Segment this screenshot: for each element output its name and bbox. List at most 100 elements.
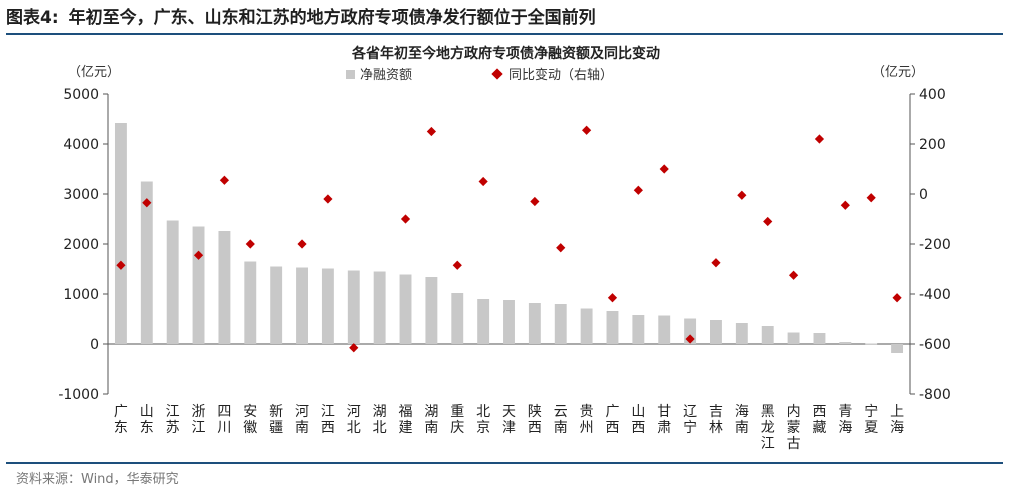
bars-layer	[114, 123, 904, 353]
x-label-青海: 青海	[838, 404, 852, 436]
right-tick-label: -400	[919, 287, 951, 303]
x-label-湖北: 湖北	[373, 404, 387, 436]
bar-云南	[554, 304, 567, 344]
bar-河北	[347, 270, 360, 344]
right-axis-unit: （亿元）	[872, 65, 924, 80]
point-山西	[633, 185, 643, 195]
point-辽宁	[685, 334, 695, 344]
point-贵州	[582, 125, 592, 135]
legend-label-scatter: 同比变动（右轴）	[509, 67, 613, 83]
x-label-陕西: 陕西	[528, 404, 542, 436]
bar-天津	[503, 300, 515, 344]
x-label-江苏: 江苏	[166, 404, 180, 436]
right-tick-label: 400	[919, 87, 946, 103]
point-江西	[323, 194, 333, 204]
right-tick-label: 0	[919, 187, 928, 203]
point-宁夏	[866, 193, 876, 203]
bar-西藏	[813, 333, 826, 344]
point-西藏	[814, 134, 825, 144]
bar-贵州	[580, 308, 593, 344]
bottom-rule	[6, 462, 1003, 464]
x-label-甘肃: 甘肃	[657, 404, 671, 436]
point-河北	[349, 343, 359, 353]
source-note: 资料来源：Wind，华泰研究	[16, 472, 179, 487]
x-label-安徽: 安徽	[243, 404, 257, 436]
bar-河南	[296, 267, 308, 344]
legend-swatch-bar	[346, 70, 355, 79]
point-重庆	[452, 260, 462, 270]
left-tick-label: 0	[90, 337, 99, 353]
figure-title-text: 年初至今，广东、山东和江苏的地方政府专项债净发行额位于全国前列	[68, 8, 596, 28]
x-label-内蒙古: 内蒙古	[787, 404, 801, 452]
points-layer	[116, 125, 902, 353]
legend-label-bar: 净融资额	[360, 68, 412, 83]
x-label-上海: 上海	[890, 404, 904, 436]
x-label-江西: 江西	[321, 404, 335, 436]
x-label-河北: 河北	[347, 404, 361, 436]
x-label-辽宁: 辽宁	[683, 404, 697, 436]
right-tick-label: -800	[919, 387, 951, 403]
point-海南	[737, 190, 747, 200]
point-陕西	[530, 196, 540, 207]
axes: 500040003000200010000-10004002000-200-40…	[58, 87, 950, 403]
bar-浙江	[192, 226, 205, 344]
x-label-山西: 山西	[631, 404, 645, 436]
bar-山西	[632, 315, 645, 344]
x-label-浙江: 浙江	[192, 404, 206, 436]
x-label-四川: 四川	[217, 404, 231, 436]
bar-福建	[399, 274, 412, 344]
legend: 净融资额 同比变动（右轴）	[346, 67, 613, 83]
bar-江苏	[166, 220, 179, 344]
right-tick-label: 200	[919, 137, 946, 153]
chart-title: 各省年初至今地方政府专项债净融资额及同比变动	[351, 45, 660, 62]
left-tick-label: 1000	[63, 287, 99, 303]
x-label-云南: 云南	[554, 404, 568, 436]
x-label-河南: 河南	[295, 404, 309, 436]
x-label-西藏: 西藏	[812, 404, 826, 436]
point-浙江	[193, 250, 204, 260]
left-tick-label: -1000	[58, 387, 99, 403]
x-label-黑龙江: 黑龙江	[761, 404, 775, 452]
bar-黑龙江	[761, 326, 774, 344]
bar-山东	[140, 181, 153, 344]
point-吉林	[711, 258, 721, 268]
left-tick-label: 2000	[63, 237, 99, 253]
point-河南	[297, 239, 307, 249]
bar-安徽	[244, 261, 257, 344]
point-四川	[219, 175, 230, 185]
x-label-广东: 广东	[114, 404, 128, 436]
bar-海南	[735, 323, 748, 344]
x-label-福建: 福建	[399, 404, 413, 436]
x-label-广西: 广西	[605, 404, 619, 436]
point-广东	[116, 260, 126, 270]
bar-甘肃	[658, 315, 671, 344]
x-label-湖南: 湖南	[424, 404, 438, 436]
bar-北京	[477, 299, 490, 344]
bar-广西	[606, 311, 619, 344]
bar-宁夏	[865, 343, 878, 345]
point-安徽	[245, 239, 255, 249]
bar-青海	[839, 342, 852, 344]
bar-吉林	[710, 320, 722, 344]
bar-新疆	[270, 266, 283, 344]
figure-title: 图表4: 年初至今，广东、山东和江苏的地方政府专项债净发行额位于全国前列	[6, 4, 1006, 32]
bar-湖南	[425, 277, 438, 344]
x-label-山东: 山东	[140, 404, 154, 436]
x-label-贵州: 贵州	[580, 404, 594, 436]
bar-辽宁	[684, 318, 697, 344]
bar-重庆	[451, 293, 464, 344]
x-label-新疆: 新疆	[269, 404, 283, 436]
left-axis-unit: （亿元）	[68, 65, 120, 80]
point-云南	[556, 243, 566, 253]
bar-上海	[891, 344, 904, 353]
right-tick-label: -200	[919, 237, 951, 253]
x-label-北京: 北京	[476, 404, 490, 436]
x-label-重庆: 重庆	[450, 404, 464, 436]
point-山东	[142, 198, 152, 208]
x-label-宁夏: 宁夏	[864, 403, 878, 436]
bar-广东	[114, 123, 127, 344]
left-tick-label: 4000	[63, 137, 99, 153]
point-湖南	[426, 126, 436, 137]
x-label-吉林: 吉林	[709, 404, 723, 436]
